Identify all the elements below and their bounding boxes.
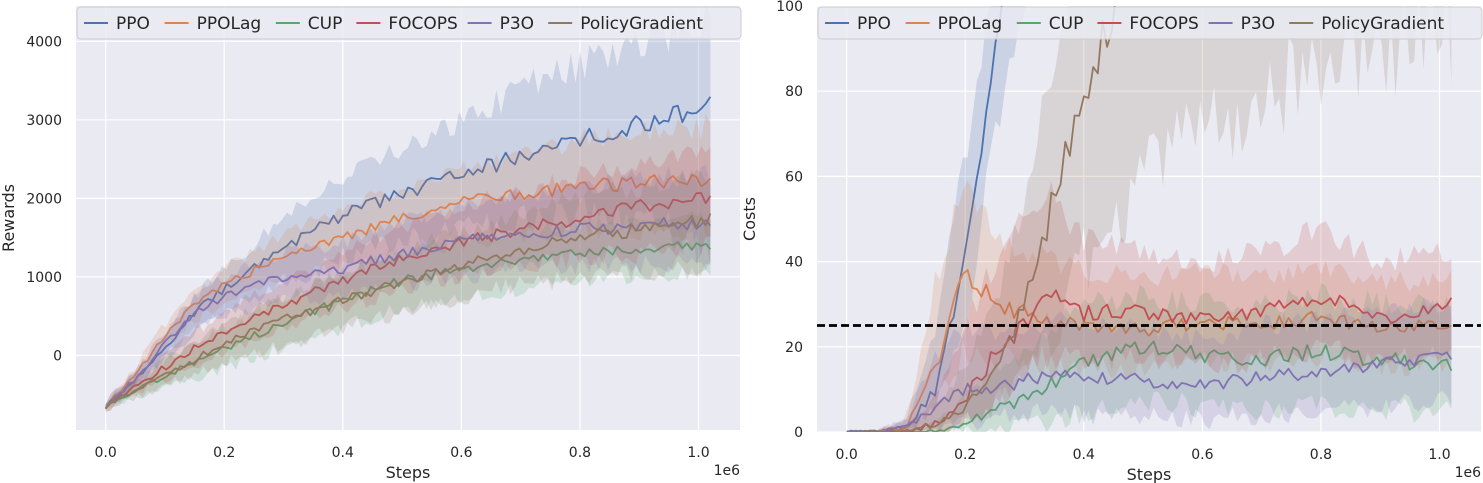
left-legend-label-ppo: PPO <box>116 14 150 34</box>
left-band-cup <box>105 211 711 413</box>
right-legend-label-focops: FOCOPS <box>1129 14 1198 34</box>
left-line-ppolag <box>104 173 712 410</box>
right-band-ppolag <box>846 180 1452 432</box>
right-xtick-label: 0.6 <box>1191 447 1213 463</box>
right-band-ppo <box>846 6 1026 432</box>
right-legend-label-ppolag: PPOLag <box>938 14 1003 34</box>
left-ytick-label: 3000 <box>26 113 62 129</box>
left-offset-label: 1e6 <box>714 463 741 479</box>
left-band-ppo <box>105 6 711 409</box>
left-xtick-label: 0.8 <box>569 445 591 461</box>
right-line-p3o <box>846 351 1453 432</box>
right-band-focops <box>846 181 1452 432</box>
left-xtick-label: 1.0 <box>687 445 709 461</box>
left-band-policygradient <box>105 169 711 408</box>
left-legend-label-p3o: P3O <box>500 14 534 34</box>
right-xtick-label: 0.4 <box>1073 447 1095 463</box>
right-xtick-label: 0.0 <box>836 447 858 463</box>
left-legend-box <box>76 6 742 40</box>
right-legend-label-policygradient: PolicyGradient <box>1321 14 1444 34</box>
right-panel: 0.0 0.2 0.4 0.6 0.8 1.0 0 20 40 60 80 100 Steps Costs… <box>740 0 1483 483</box>
left-legend: PPO PPOLag CUP FOCOPS P3O PolicyGradient <box>76 6 742 40</box>
left-ytick-label: 1000 <box>26 270 62 286</box>
right-legend-label-cup: CUP <box>1049 14 1084 34</box>
right-xtick-label: 0.8 <box>1310 447 1332 463</box>
right-legend: PPO PPOLag CUP FOCOPS P3O PolicyGradient <box>817 6 1483 40</box>
right-xtick-label: 0.2 <box>954 447 976 463</box>
right-band-cup <box>846 282 1452 432</box>
right-xlabel: Steps <box>1127 465 1172 483</box>
left-legend-label-focops: FOCOPS <box>388 14 457 34</box>
right-ylabel: Costs <box>740 197 759 241</box>
left-xtick-label: 0.2 <box>213 445 235 461</box>
left-xlabel: Steps <box>386 463 431 482</box>
right-band-p3o <box>846 297 1452 432</box>
right-line-cup <box>846 340 1453 432</box>
left-xtick-label: 0.4 <box>332 445 354 461</box>
left-ytick-label: 4000 <box>26 34 62 50</box>
left-legend-label-ppolag: PPOLag <box>197 14 262 34</box>
right-ytick-label: 60 <box>785 169 803 185</box>
left-line-ppo <box>104 96 712 410</box>
right-line-ppo <box>846 6 1003 432</box>
right-offset-label: 1e6 <box>1455 465 1482 481</box>
left-ytick-label: 0 <box>53 348 62 364</box>
left-ylabel: Rewards <box>0 184 18 252</box>
left-xtick-label: 0.6 <box>450 445 472 461</box>
left-legend-label-policygradient: PolicyGradient <box>580 14 703 34</box>
left-panel: 0.0 0.2 0.4 0.6 0.8 1.0 0 1000 2000 3000 4000 Steps… <box>0 6 742 482</box>
left-band-p3o <box>105 164 711 410</box>
right-legend-box <box>817 6 1483 40</box>
right-plot-area <box>817 6 1481 432</box>
right-legend-label-ppo: PPO <box>857 14 891 34</box>
right-legend-label-p3o: P3O <box>1241 14 1275 34</box>
right-xtick-label: 1.0 <box>1428 447 1450 463</box>
left-series-group <box>104 6 712 413</box>
left-line-policygradient <box>104 213 712 410</box>
right-line-focops <box>846 289 1453 432</box>
left-legend-label-cup: CUP <box>308 14 343 34</box>
left-xtick-label: 0.0 <box>95 445 117 461</box>
right-line-policygradient <box>846 6 1116 432</box>
right-ytick-label: 20 <box>785 340 803 356</box>
right-ytick-label: 0 <box>794 425 803 441</box>
left-ytick-label: 2000 <box>26 191 62 207</box>
right-ytick-label: 40 <box>785 255 803 271</box>
right-ytick-label: 80 <box>785 84 803 100</box>
left-line-cup <box>104 241 712 410</box>
right-ytick-label: 100 <box>776 0 803 15</box>
